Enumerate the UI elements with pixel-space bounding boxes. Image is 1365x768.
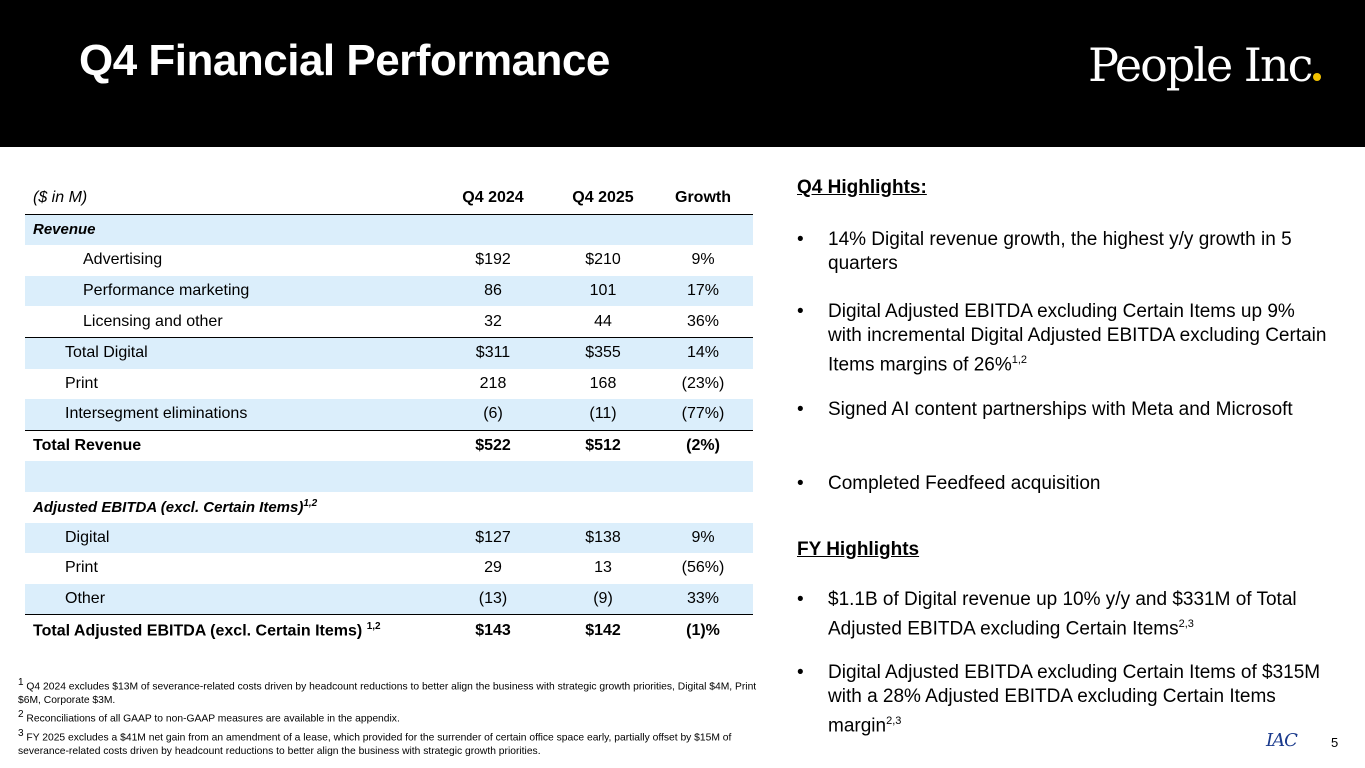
list-item: • $1.1B of Digital revenue up 10% y/y and… bbox=[797, 589, 1297, 640]
logo-dot-icon bbox=[1313, 73, 1322, 81]
footnote: 2 Reconciliations of all GAAP to non-GAA… bbox=[18, 709, 400, 725]
table-row-spacer bbox=[25, 461, 753, 492]
list-item: • Signed AI content partnerships with Met… bbox=[797, 399, 1293, 420]
fy-highlights-heading: FY Highlights bbox=[797, 539, 920, 560]
page-title: Q4 Financial Performance bbox=[79, 36, 610, 85]
footnote: 1 Q4 2024 excludes $13M of severance-rel… bbox=[18, 677, 757, 707]
row-label: Advertising bbox=[83, 251, 163, 269]
list-item: • Completed Feedfeed acquisition bbox=[797, 473, 1101, 494]
header-bar: Q4 Financial Performance People Inc bbox=[0, 0, 1365, 147]
list-item: • Digital Adjusted EBITDA excluding Certa… bbox=[797, 662, 1321, 737]
row-label: Adjusted EBITDA (excl. Certain Items)1,2 bbox=[33, 498, 318, 517]
table-row: Intersegment eliminations (6) (11) (77%) bbox=[25, 399, 753, 431]
footnote: 3 FY 2025 excludes a $41M net gain from … bbox=[18, 727, 732, 758]
table-row: Adjusted EBITDA (excl. Certain Items)1,2 bbox=[25, 492, 753, 523]
page-number: 5 bbox=[1331, 735, 1339, 750]
row-label: Intersegment eliminations bbox=[25, 399, 433, 431]
row-label: Print bbox=[65, 559, 98, 577]
table-row: Other (13) (9) 33% bbox=[25, 583, 753, 615]
row-label: Other bbox=[25, 583, 433, 615]
row-label: Total Adjusted EBITDA (excl. Certain Ite… bbox=[25, 614, 433, 646]
table-row: Digital $127 $138 9% bbox=[25, 522, 753, 554]
table-row-total-adjusted-ebitda: Total Adjusted EBITDA (excl. Certain Ite… bbox=[25, 614, 753, 646]
table-row: Performance marketing 86 101 17% bbox=[25, 275, 753, 307]
row-label: Digital bbox=[25, 522, 433, 554]
column-header-q4-2024: Q4 2024 bbox=[433, 183, 553, 215]
column-header-growth: Growth bbox=[653, 183, 753, 215]
row-label: Revenue bbox=[25, 214, 433, 246]
list-item: • Digital Adjusted EBITDA excluding Certa… bbox=[797, 301, 1327, 376]
row-label: Print bbox=[65, 374, 98, 392]
row-label: Performance marketing bbox=[25, 275, 433, 307]
table-row: Licensing and other 32 44 36% bbox=[25, 306, 753, 337]
table-row: Print 218 168 (23%) bbox=[25, 369, 753, 400]
table-row-total-revenue: Total Revenue $522 $512 (2%) bbox=[25, 429, 753, 462]
row-label: Total Digital bbox=[25, 336, 433, 369]
row-label: Licensing and other bbox=[83, 312, 223, 330]
financial-table: ($ in M) Q4 2024 Q4 2025 Growth Revenue … bbox=[25, 183, 753, 646]
table-header-row: ($ in M) Q4 2024 Q4 2025 Growth bbox=[25, 183, 753, 215]
column-header-q4-2025: Q4 2025 bbox=[553, 183, 653, 215]
table-row: Print 29 13 (56%) bbox=[25, 553, 753, 584]
table-row: Revenue bbox=[25, 214, 753, 246]
table-row: Advertising $192 $210 9% bbox=[25, 245, 753, 276]
column-header-units: ($ in M) bbox=[25, 183, 433, 215]
list-item: • 14% Digital revenue growth, the highest… bbox=[797, 229, 1292, 274]
q4-highlights-heading: Q4 Highlights: bbox=[797, 177, 927, 198]
row-label: Total Revenue bbox=[25, 429, 433, 462]
iac-logo: IAC bbox=[1266, 730, 1298, 751]
footnotes: 1 Q4 2024 excludes $13M of severance-rel… bbox=[18, 676, 758, 759]
table-row: Total Digital $311 $355 14% bbox=[25, 336, 753, 369]
people-inc-logo: People Inc bbox=[1088, 38, 1322, 92]
